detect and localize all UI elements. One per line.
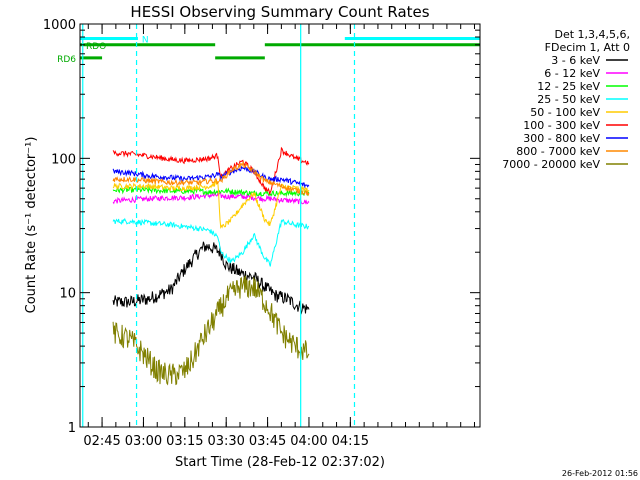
- y-axis-label: Count Rate (s⁻¹ detector⁻¹): [24, 137, 39, 314]
- series-line: [112, 146, 310, 195]
- x-tick-label: 02:45: [83, 434, 120, 449]
- flag-labels: RDO RD6 N: [57, 35, 149, 64]
- y-tick-label: 1000: [43, 18, 76, 33]
- y-axis-ticks: 1 10 100 1000: [43, 18, 480, 436]
- timestamp: 26-Feb-2012 01:56: [562, 469, 638, 478]
- vertical-markers: [82, 24, 356, 427]
- legend-header: Det 1,3,4,5,6,: [554, 28, 630, 41]
- y-tick-label: 100: [51, 152, 76, 167]
- y-tick-label: 1: [68, 421, 76, 436]
- legend-entry: 7000 - 20000 keV: [502, 158, 600, 171]
- x-tick-label: 03:45: [249, 434, 286, 449]
- series-line: [112, 165, 310, 189]
- x-axis-label: Start Time (28-Feb-12 02:37:02): [175, 455, 385, 470]
- flag-label-rdo: RDO: [86, 42, 106, 52]
- legend-entry: 800 - 7000 keV: [516, 145, 600, 158]
- x-tick-label: 04:00: [290, 434, 327, 449]
- legend: Det 1,3,4,5,6,FDecim 1, Att 03 - 6 keV6 …: [502, 28, 630, 171]
- y-tick-label: 10: [59, 287, 76, 302]
- chart-title: HESSI Observing Summary Count Rates: [130, 3, 429, 21]
- x-tick-label: 03:30: [207, 434, 244, 449]
- legend-header: FDecim 1, Att 0: [545, 41, 630, 54]
- x-tick-label: 03:15: [166, 434, 203, 449]
- plot-frame: [79, 23, 481, 428]
- flag-label-rd6: RD6: [57, 55, 76, 65]
- legend-entry: 6 - 12 keV: [544, 67, 600, 80]
- series-line: [112, 179, 310, 230]
- flag-bars: [80, 36, 480, 60]
- x-tick-label: 04:15: [332, 434, 369, 449]
- legend-entry: 12 - 25 keV: [537, 80, 600, 93]
- x-axis-ticks: 02:45 03:00 03:15 03:30 03:45 04:00 04:15: [83, 24, 475, 449]
- series-line: [112, 241, 310, 315]
- legend-entry: 50 - 100 keV: [530, 106, 600, 119]
- flag-label-n: N: [142, 35, 149, 45]
- legend-entry: 100 - 300 keV: [523, 119, 600, 132]
- legend-entry: 25 - 50 keV: [537, 93, 600, 106]
- legend-entry: 3 - 6 keV: [551, 54, 600, 67]
- series-line: [112, 185, 310, 198]
- series-line: [112, 275, 310, 386]
- x-tick-label: 03:00: [125, 434, 162, 449]
- series-line: [112, 217, 310, 267]
- series-group: [112, 146, 310, 386]
- legend-entry: 300 - 800 keV: [523, 132, 600, 145]
- series-line: [112, 160, 310, 197]
- series-line: [112, 191, 310, 205]
